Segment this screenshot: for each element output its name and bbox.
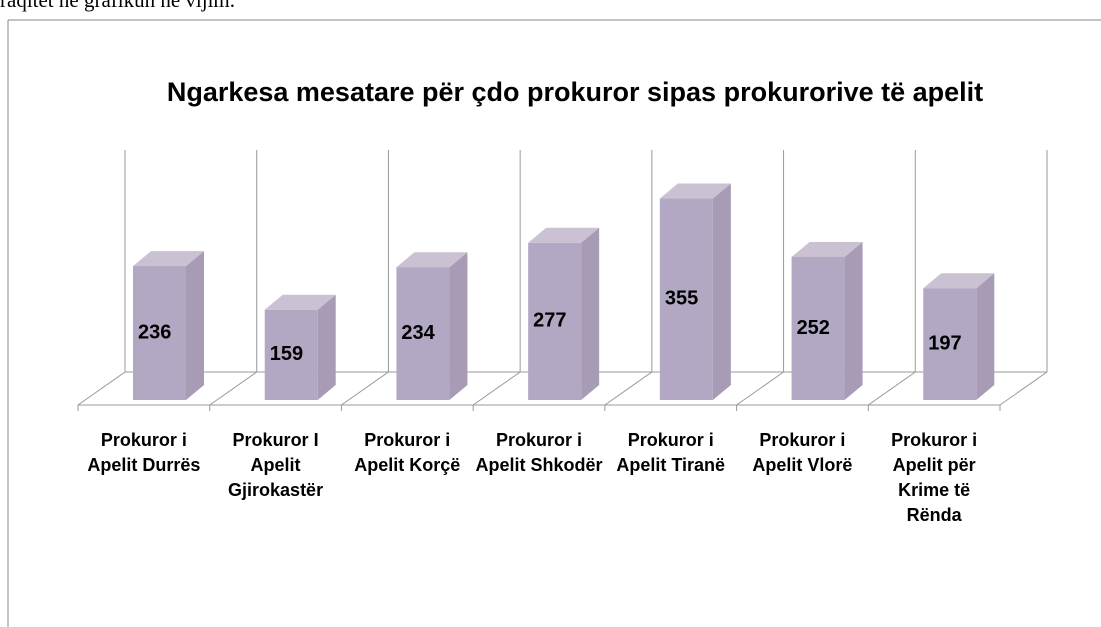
x-tick-label: Prokuror i Apelit Vlorë [752,430,853,475]
floor-line [604,371,653,406]
bar-front [528,242,582,400]
data-label: 159 [270,343,303,365]
bar-front [396,267,450,400]
floor-line [209,371,258,406]
bar-top [396,252,468,268]
bar-top [528,227,600,243]
bar [659,183,731,400]
bar-front [659,198,713,400]
data-label: 197 [928,332,961,354]
bar-front [791,256,845,400]
bar-front [133,266,186,400]
bar-side [186,251,204,400]
bar-side [976,273,995,400]
bar [133,251,204,400]
bar-side [581,227,600,400]
bar [264,294,336,400]
bar-side [844,241,863,400]
data-label: 234 [401,322,435,344]
x-tick-label: Prokuror i Apelit Tiranë [616,430,726,475]
intro-text: raqitet në grafikun në vijim. [0,0,236,12]
bar-top [791,241,863,257]
floor-line [867,371,916,406]
bar-side [317,294,336,400]
data-label: 252 [797,317,830,339]
bar [791,241,863,400]
bar-front [264,309,318,400]
bar-top [264,294,336,310]
bar-side [712,183,731,400]
bar-front [923,288,977,400]
x-tick-label: Prokuror i Apelit Korçë [354,430,461,475]
x-tick-label: Prokuror i Apelit Shkodër [475,430,603,475]
bar [528,227,600,400]
bar-top [133,251,204,267]
floor-line [472,371,521,406]
floor-line [77,371,126,406]
floor-line [999,371,1048,406]
x-tick-label: Prokuror i Apelit Durrës [87,430,201,475]
data-label: 236 [138,321,171,343]
x-tick-label: Prokuror i Apelit për Krime të Rënda [891,430,978,525]
data-label: 277 [533,310,566,332]
bar [923,273,995,400]
bar-top [923,273,995,289]
bar-side [449,252,468,400]
bar [396,252,468,400]
chart-title: Ngarkesa mesatare për çdo prokuror sipas… [166,77,984,107]
floor-line [341,371,389,406]
floor-line [736,371,784,406]
data-label: 355 [665,288,698,310]
x-tick-label: Prokuror I Apelit Gjirokastër [228,430,324,500]
bar-top [659,183,731,199]
